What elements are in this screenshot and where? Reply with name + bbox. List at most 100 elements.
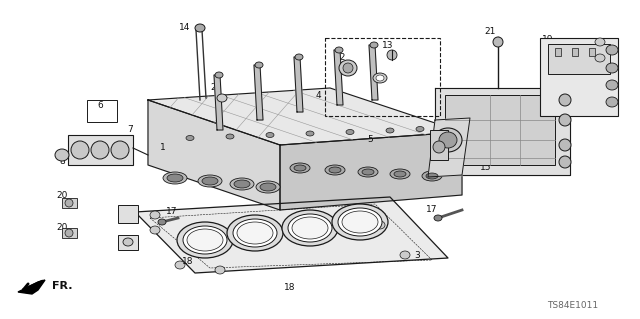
Polygon shape	[280, 132, 462, 210]
Ellipse shape	[434, 215, 442, 221]
Ellipse shape	[400, 251, 410, 259]
Ellipse shape	[256, 181, 280, 193]
Ellipse shape	[606, 80, 618, 90]
Ellipse shape	[294, 165, 306, 171]
Polygon shape	[369, 45, 378, 100]
Ellipse shape	[335, 47, 343, 53]
Ellipse shape	[226, 134, 234, 139]
Ellipse shape	[217, 94, 227, 102]
Polygon shape	[148, 88, 462, 145]
Text: 4: 4	[315, 91, 321, 100]
Ellipse shape	[426, 173, 438, 179]
Text: 3: 3	[414, 250, 420, 259]
Bar	[430, 130, 448, 160]
Ellipse shape	[346, 130, 354, 135]
Ellipse shape	[559, 156, 571, 168]
Text: 19: 19	[542, 35, 554, 44]
Bar	[87, 100, 117, 122]
Ellipse shape	[111, 141, 129, 159]
Text: 12: 12	[335, 54, 347, 63]
Text: 17: 17	[426, 205, 438, 214]
Ellipse shape	[422, 171, 442, 181]
Ellipse shape	[215, 266, 225, 274]
Text: 16: 16	[371, 73, 381, 83]
Text: 13: 13	[382, 41, 394, 49]
Ellipse shape	[195, 24, 205, 32]
Polygon shape	[148, 100, 280, 210]
Ellipse shape	[198, 175, 222, 187]
Bar	[540, 38, 618, 116]
Text: 10: 10	[126, 205, 138, 214]
Bar	[62, 198, 77, 208]
Ellipse shape	[295, 54, 303, 60]
Bar	[118, 205, 138, 223]
Polygon shape	[428, 118, 470, 177]
Ellipse shape	[329, 167, 341, 173]
Polygon shape	[294, 57, 303, 112]
Text: 18: 18	[284, 284, 296, 293]
Ellipse shape	[227, 215, 283, 251]
Text: 7: 7	[127, 125, 133, 135]
Text: 19: 19	[556, 49, 568, 58]
Ellipse shape	[150, 211, 160, 219]
Ellipse shape	[439, 132, 457, 148]
Bar	[572, 48, 578, 56]
Ellipse shape	[123, 238, 133, 246]
Ellipse shape	[493, 37, 503, 47]
Ellipse shape	[342, 211, 378, 233]
Text: 19: 19	[556, 63, 568, 72]
Bar	[555, 48, 561, 56]
Polygon shape	[214, 75, 223, 130]
Ellipse shape	[358, 167, 378, 177]
Ellipse shape	[559, 139, 571, 151]
Text: 17: 17	[166, 207, 178, 217]
Ellipse shape	[71, 141, 89, 159]
Ellipse shape	[362, 169, 374, 175]
Text: 6: 6	[97, 100, 103, 109]
Ellipse shape	[234, 180, 250, 188]
Bar	[68, 135, 133, 165]
Ellipse shape	[306, 131, 314, 136]
Ellipse shape	[387, 50, 397, 60]
Text: FR.: FR.	[52, 281, 72, 291]
Ellipse shape	[339, 60, 357, 76]
Ellipse shape	[416, 127, 424, 131]
Ellipse shape	[260, 183, 276, 191]
Ellipse shape	[433, 141, 445, 153]
Ellipse shape	[606, 63, 618, 73]
Bar	[589, 48, 595, 56]
Ellipse shape	[559, 94, 571, 106]
Bar	[62, 228, 77, 238]
Ellipse shape	[186, 136, 194, 140]
Ellipse shape	[595, 38, 605, 46]
Text: 14: 14	[179, 24, 191, 33]
Ellipse shape	[288, 214, 332, 242]
Ellipse shape	[187, 229, 223, 251]
Ellipse shape	[255, 62, 263, 68]
Ellipse shape	[386, 128, 394, 133]
Ellipse shape	[292, 217, 328, 239]
Ellipse shape	[595, 54, 605, 62]
Text: 15: 15	[480, 164, 492, 173]
Ellipse shape	[434, 128, 462, 152]
Text: 21: 21	[484, 27, 496, 36]
Text: 5: 5	[367, 136, 373, 145]
Ellipse shape	[237, 222, 273, 244]
Text: 20: 20	[56, 224, 68, 233]
Polygon shape	[254, 65, 263, 120]
Ellipse shape	[376, 75, 384, 81]
Ellipse shape	[373, 73, 387, 83]
Ellipse shape	[183, 226, 227, 254]
Ellipse shape	[215, 72, 223, 78]
Ellipse shape	[325, 165, 345, 175]
Ellipse shape	[370, 42, 378, 48]
Ellipse shape	[233, 219, 277, 247]
Bar	[445, 95, 555, 165]
Bar	[118, 235, 138, 250]
Text: 18: 18	[182, 257, 194, 266]
Bar	[325, 38, 440, 116]
Ellipse shape	[177, 222, 233, 258]
Ellipse shape	[290, 163, 310, 173]
Ellipse shape	[338, 208, 382, 236]
Text: 20: 20	[56, 191, 68, 201]
